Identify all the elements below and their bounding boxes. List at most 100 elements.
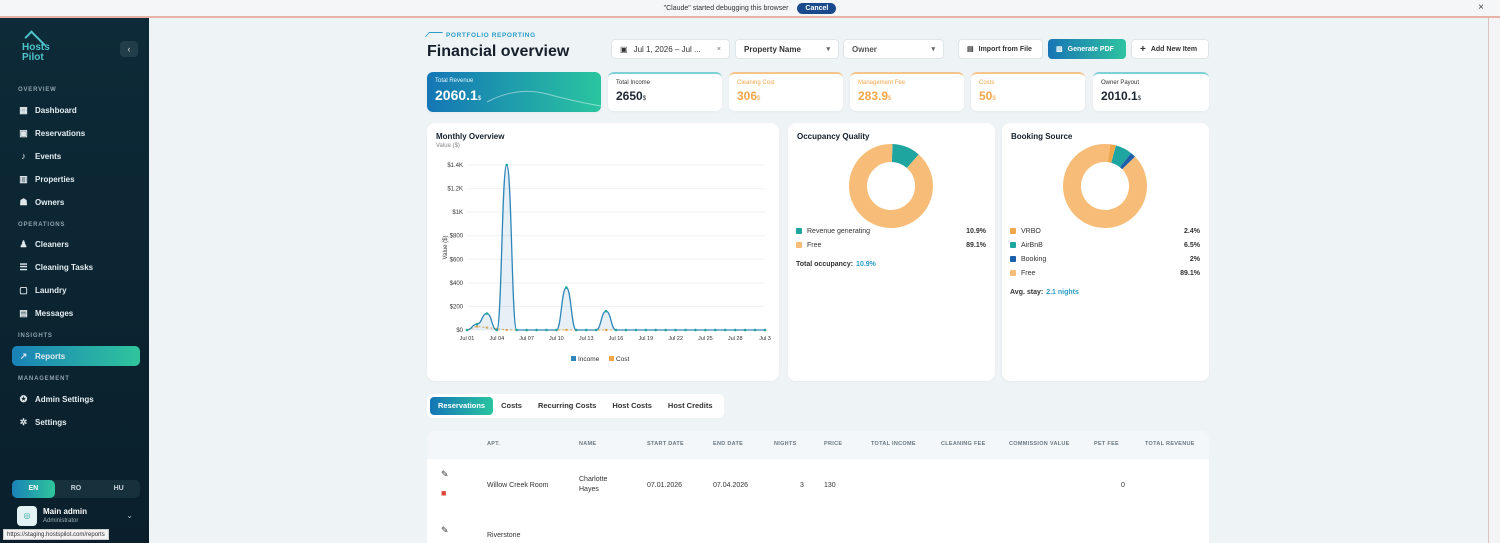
tab-recurring-costs[interactable]: Recurring Costs xyxy=(537,401,597,410)
x-tick-label: Jul 16 xyxy=(609,336,624,342)
total-occupancy: Total occupancy: 10.9% xyxy=(796,261,876,268)
column-header[interactable]: NAME xyxy=(579,441,597,447)
data-point-income xyxy=(704,328,707,332)
column-header[interactable]: START DATE xyxy=(647,441,685,447)
x-tick-label: Jul 22 xyxy=(668,336,683,342)
data-point-income xyxy=(694,328,697,332)
user-menu[interactable]: ◎ Main admin Administrator ⌄ xyxy=(17,505,137,527)
language-en[interactable]: EN xyxy=(12,480,55,498)
donut-slice-free[interactable] xyxy=(1063,144,1147,228)
delete-icon[interactable]: ■ xyxy=(441,488,447,498)
donut-slice-vrbo[interactable] xyxy=(1063,144,1147,228)
sidebar-item-settings[interactable]: ✲ Settings xyxy=(12,412,140,432)
collapse-sidebar-button[interactable]: ‹ xyxy=(120,41,138,57)
tab-costs[interactable]: Costs xyxy=(501,401,522,410)
sidebar-item-laundry[interactable]: ▢ Laundry xyxy=(12,280,140,300)
kpi-value: 2650$ xyxy=(616,89,647,103)
sidebar-item-admin-settings[interactable]: ✪ Admin Settings xyxy=(12,389,140,409)
kpi-cleaning-cost: Cleaning Cost 306$ xyxy=(729,72,843,111)
sidebar-item-cleaning-tasks[interactable]: ☰ Cleaning Tasks xyxy=(12,257,140,277)
users-icon: ☗ xyxy=(19,196,28,207)
column-header[interactable]: TOTAL REVENUE xyxy=(1145,441,1195,447)
chart-title: Booking Source xyxy=(1011,132,1073,141)
column-header[interactable]: PET FEE xyxy=(1094,441,1120,447)
owner-select-value: Owner xyxy=(852,44,877,54)
data-point-income xyxy=(664,328,667,332)
data-point-income xyxy=(763,328,767,332)
x-tick-label: Jul 04 xyxy=(489,336,504,342)
legend-label: Cost xyxy=(616,356,630,363)
legend-label: Free xyxy=(807,242,822,249)
column-header[interactable]: COMMISSION VALUE xyxy=(1009,441,1070,447)
sidebar-item-dashboard[interactable]: ▦ Dashboard xyxy=(12,100,140,120)
sidebar-item-owners[interactable]: ☗ Owners xyxy=(12,192,140,212)
language-hu[interactable]: HU xyxy=(113,485,124,492)
sidebar-item-reports[interactable]: ↗ Reports xyxy=(12,346,140,366)
sidebar-item-messages[interactable]: ▤ Messages xyxy=(12,303,140,323)
data-point-income xyxy=(654,328,658,332)
data-point-income xyxy=(644,328,648,332)
column-header[interactable]: TOTAL INCOME xyxy=(871,441,916,447)
kpi-label: Costs xyxy=(979,80,995,86)
plus-icon: + xyxy=(1140,43,1146,55)
property-select[interactable]: Property Name ▾ xyxy=(735,39,839,59)
column-header[interactable]: END DATE xyxy=(713,441,744,447)
sidebar-item-events[interactable]: ♪ Events xyxy=(12,146,140,166)
tab-reservations[interactable]: Reservations xyxy=(430,397,494,415)
language-ro[interactable]: RO xyxy=(70,485,82,492)
tab-host-costs[interactable]: Host Costs xyxy=(612,401,652,410)
kpi-label: Owner Payout xyxy=(1101,80,1140,86)
sidebar-item-label: Admin Settings xyxy=(35,394,94,404)
clear-icon[interactable]: × xyxy=(716,45,721,53)
table-header: APT. NAME START DATE END DATE NIGHTS PRI… xyxy=(427,431,1209,459)
sidebar-item-properties[interactable]: ▥ Properties xyxy=(12,169,140,189)
generate-pdf-button[interactable]: ▧ Generate PDF xyxy=(1048,39,1126,59)
owner-select[interactable]: Owner ▾ xyxy=(843,39,944,59)
booking-source-donut xyxy=(1063,144,1147,228)
chart-title: Occupancy Quality xyxy=(797,132,870,141)
close-icon[interactable]: × xyxy=(1478,2,1484,13)
x-tick-label: Jul 19 xyxy=(638,336,653,342)
chevron-down-icon: ⌄ xyxy=(126,511,133,520)
sidebar-item-label: Dashboard xyxy=(35,105,77,115)
date-range-picker[interactable]: ▣ Jul 1, 2026 – Jul ... × xyxy=(611,39,730,59)
sidebar-item-label: Events xyxy=(35,151,62,161)
x-tick-label: Jul 10 xyxy=(549,336,564,342)
data-point-income xyxy=(565,286,568,289)
chart-title: Monthly Overview xyxy=(436,132,505,141)
legend-label: VRBO xyxy=(1021,228,1041,235)
y-tick-label: $600 xyxy=(450,257,464,263)
laundry-icon: ▢ xyxy=(19,284,28,295)
data-point-income xyxy=(733,328,737,332)
edit-icon[interactable]: ✎ xyxy=(441,525,449,535)
legend-swatch xyxy=(1010,228,1016,235)
donut-slice-free[interactable] xyxy=(849,144,933,228)
sidebar-item-label: Settings xyxy=(35,417,67,427)
column-header[interactable]: PRICE xyxy=(824,441,843,447)
x-tick-label: Jul 28 xyxy=(728,336,743,342)
legend-item-free: Free 89.1% xyxy=(1010,270,1200,282)
logo[interactable]: Hosts Pilot xyxy=(20,30,50,63)
add-new-item-button[interactable]: + Add New Item xyxy=(1131,39,1209,59)
kpi-label: Management Fee xyxy=(858,80,906,86)
sidebar-item-cleaners[interactable]: ♟ Cleaners xyxy=(12,234,140,254)
building-icon: ▥ xyxy=(19,173,28,184)
legend-label: Booking xyxy=(1021,256,1047,263)
import-button[interactable]: ▤ Import from File xyxy=(958,39,1043,59)
property-select-value: Property Name xyxy=(744,44,801,54)
y-tick-label: $0 xyxy=(456,328,463,334)
data-point-cost xyxy=(505,328,508,332)
column-header[interactable]: CLEANING FEE xyxy=(941,441,986,447)
cancel-debug-button[interactable]: Cancel xyxy=(797,2,837,14)
debug-banner: "Claude" started debugging this browser … xyxy=(0,0,1500,18)
edit-icon[interactable]: ✎ xyxy=(441,469,449,479)
tab-host-credits[interactable]: Host Credits xyxy=(667,401,713,410)
sidebar-item-reservations[interactable]: ▣ Reservations xyxy=(12,123,140,143)
data-point-cost xyxy=(485,326,489,329)
x-tick-label: Jul 25 xyxy=(698,336,713,342)
legend-swatch xyxy=(571,356,576,361)
kpi-value: 2060.1$ xyxy=(435,87,482,103)
column-header[interactable]: APT. xyxy=(487,441,501,447)
data-point-income xyxy=(535,328,538,332)
column-header[interactable]: NIGHTS xyxy=(774,441,797,447)
